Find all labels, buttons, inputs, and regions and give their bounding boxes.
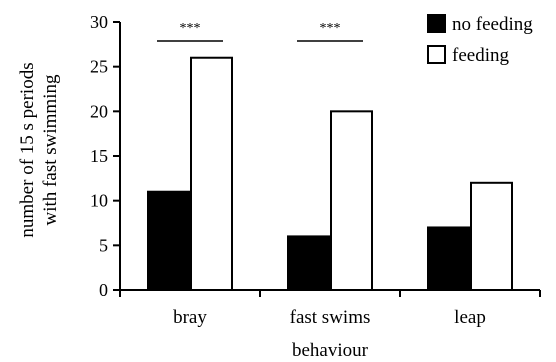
y-tick-label: 15	[90, 146, 108, 166]
x-tick-label: leap	[454, 307, 486, 328]
y-axis-title-line: number of 15 s periods	[17, 62, 38, 237]
significance-markers: *** ***	[157, 21, 363, 42]
y-tick-label: 0	[99, 280, 108, 300]
bar-feeding-leap	[470, 181, 513, 291]
y-ticks: 0 5 10 15 20 25 30	[90, 12, 120, 300]
legend-label: feeding	[452, 45, 509, 66]
x-tick-label: bray	[173, 307, 207, 328]
x-ticks: bray fast swims leap	[119, 290, 541, 328]
bar-no-feeding-bray	[147, 190, 190, 292]
y-tick-label: 20	[90, 101, 108, 121]
legend: no feeding feeding	[427, 14, 533, 66]
y-axis-title: number of 15 s periods with fast swimming	[17, 62, 61, 237]
y-axis-title-line: with fast swimming	[40, 74, 61, 225]
y-tick-label: 25	[90, 57, 108, 77]
bar-no-feeding-fast-swims	[287, 235, 330, 291]
x-tick-label: fast swims	[290, 307, 371, 328]
legend-swatch-feeding	[427, 45, 446, 64]
bar-no-feeding-leap	[427, 226, 470, 291]
significance-label: ***	[320, 21, 341, 36]
legend-swatch-no-feeding	[427, 14, 446, 33]
bar-feeding-fast-swims	[330, 110, 373, 292]
bars	[147, 56, 513, 292]
y-tick-label: 10	[90, 191, 108, 211]
legend-label: no feeding	[452, 14, 533, 35]
x-axis-title: behaviour	[292, 340, 369, 361]
significance-label: ***	[180, 21, 201, 36]
y-tick-label: 30	[90, 12, 108, 32]
bar-feeding-bray	[190, 56, 233, 291]
y-tick-label: 5	[99, 235, 108, 255]
